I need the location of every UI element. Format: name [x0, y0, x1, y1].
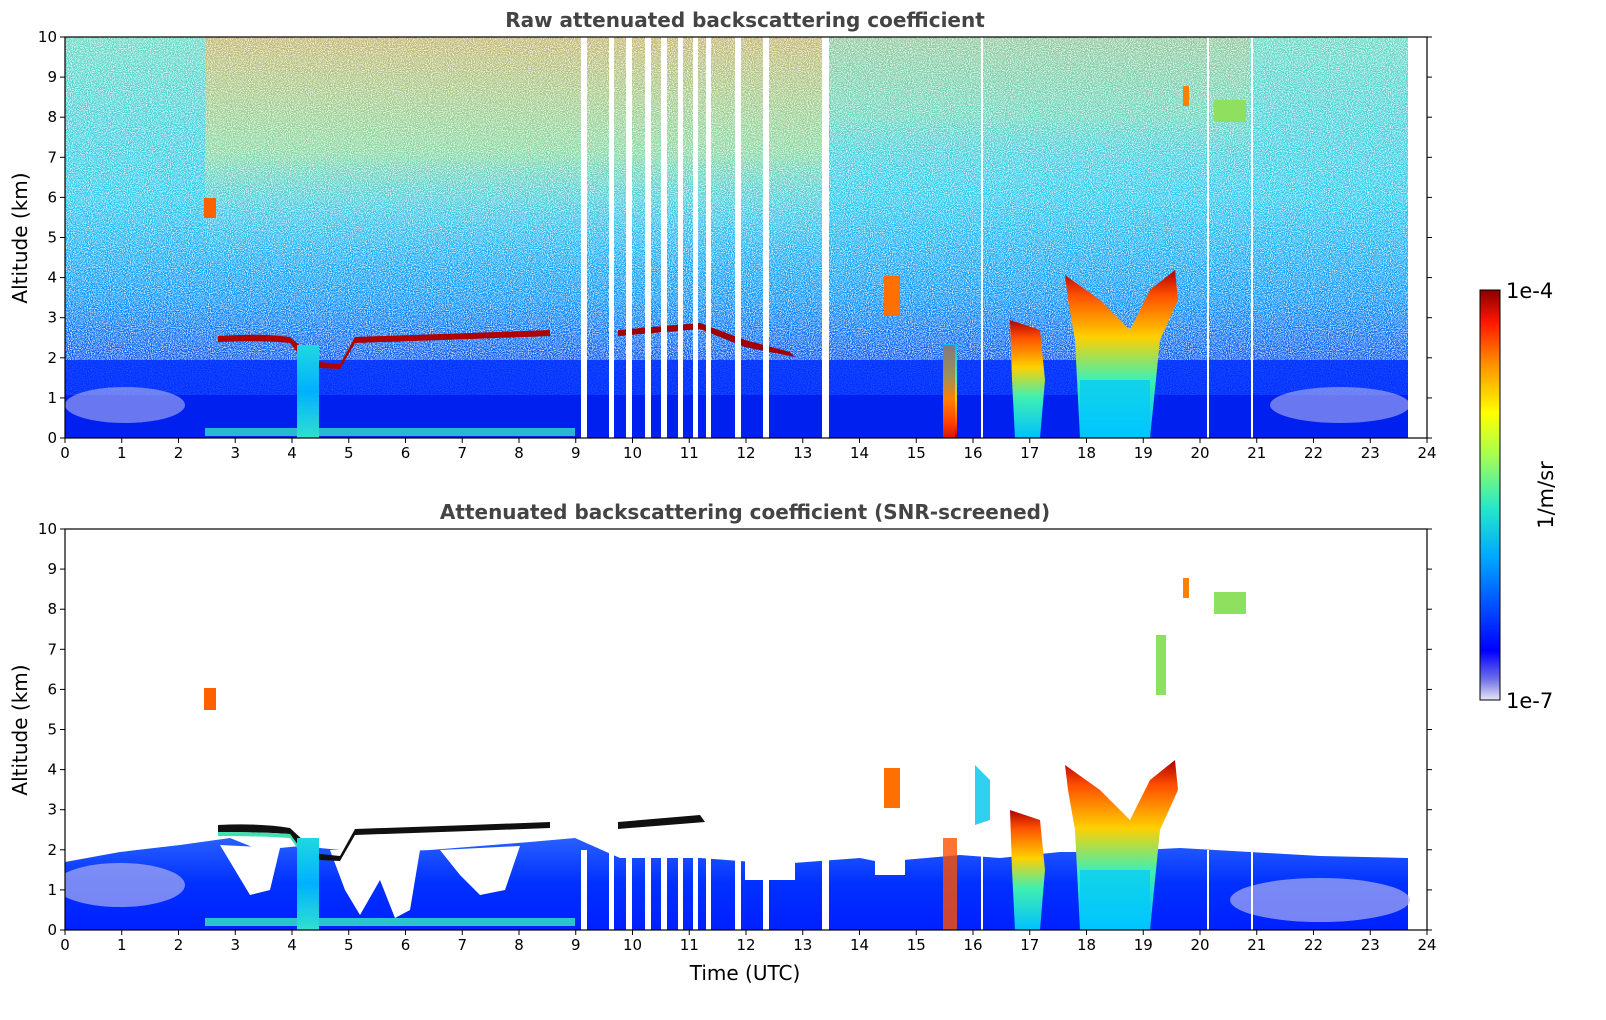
x-tick-label: 5	[344, 444, 354, 462]
x-tick-label: 17	[1020, 936, 1039, 954]
x-tick-label: 10	[623, 444, 642, 462]
bottom-panel: Attenuated backscattering coefficient (S…	[8, 500, 1437, 985]
x-tick-label: 12	[736, 444, 755, 462]
x-tick-label: 7	[457, 936, 467, 954]
x-tick-label: 8	[514, 444, 524, 462]
x-tick-label: 18	[1077, 936, 1096, 954]
x-tick-label: 21	[1247, 936, 1266, 954]
bottom-panel-title: Attenuated backscattering coefficient (S…	[440, 500, 1050, 524]
x-tick-label: 7	[457, 444, 467, 462]
x-tick-label: 16	[963, 444, 982, 462]
x-tick-label: 23	[1361, 936, 1380, 954]
y-tick-label: 2	[47, 349, 57, 367]
bottom-y-axis-label: Altitude (km)	[8, 664, 32, 795]
bottom-y-ticks: 0 1 2 3 4 5 6 7 8 9 10	[38, 520, 1432, 939]
y-tick-label: 9	[47, 68, 57, 86]
x-tick-label: 15	[907, 444, 926, 462]
x-tick-label: 20	[1190, 936, 1209, 954]
y-tick-label: 5	[47, 721, 57, 739]
top-y-axis-label: Altitude (km)	[8, 172, 32, 303]
x-tick-label: 13	[793, 936, 812, 954]
x-tick-label: 14	[850, 444, 869, 462]
x-tick-label: 1	[117, 444, 127, 462]
top-x-ticks: 0 1 2 3 4 5 6 7 8 9 10 11 12 13 14 15 16 17 18 19 20 21 22 23 24	[60, 438, 1437, 462]
y-tick-label: 1	[47, 881, 57, 899]
x-tick-label: 6	[401, 444, 411, 462]
y-tick-label: 3	[47, 309, 57, 327]
x-tick-label: 5	[344, 936, 354, 954]
x-tick-label: 2	[174, 444, 184, 462]
x-tick-label: 9	[571, 936, 581, 954]
colorbar-min-label: 1e-7	[1506, 689, 1553, 713]
y-tick-label: 0	[47, 921, 57, 939]
colorbar-gradient	[1479, 289, 1501, 701]
y-tick-label: 10	[38, 28, 57, 46]
x-tick-label: 3	[230, 936, 240, 954]
missing-data-gaps	[581, 37, 1253, 438]
top-panel-title: Raw attenuated backscattering coefficien…	[505, 8, 985, 32]
x-tick-label: 8	[514, 936, 524, 954]
x-tick-label: 11	[680, 444, 699, 462]
bottom-x-ticks: 0 1 2 3 4 5 6 7 8 9 10 11 12 13 14 15 16 17 18 19 20 21 22 23 24	[60, 930, 1437, 954]
top-panel: Raw attenuated backscattering coefficien…	[8, 8, 1437, 462]
y-tick-label: 10	[38, 520, 57, 538]
x-tick-label: 0	[60, 444, 70, 462]
colorbar-units-label: 1/m/sr	[1534, 461, 1558, 529]
bottom-x-axis-label: Time (UTC)	[689, 961, 801, 985]
x-tick-label: 24	[1417, 936, 1436, 954]
x-tick-label: 21	[1247, 444, 1266, 462]
x-tick-label: 23	[1361, 444, 1380, 462]
y-tick-label: 3	[47, 801, 57, 819]
x-tick-label: 0	[60, 936, 70, 954]
x-tick-label: 18	[1077, 444, 1096, 462]
bottom-missing-data-gaps	[581, 850, 1253, 930]
top-heatmap	[65, 37, 1427, 438]
x-tick-label: 9	[571, 444, 581, 462]
x-tick-label: 11	[680, 936, 699, 954]
y-tick-label: 9	[47, 560, 57, 578]
x-tick-label: 22	[1304, 444, 1323, 462]
y-tick-label: 6	[47, 188, 57, 206]
x-tick-label: 16	[963, 936, 982, 954]
y-tick-label: 2	[47, 841, 57, 859]
y-tick-label: 0	[47, 429, 57, 447]
x-tick-label: 10	[623, 936, 642, 954]
x-tick-label: 13	[793, 444, 812, 462]
y-tick-label: 4	[47, 761, 57, 779]
x-tick-label: 19	[1134, 444, 1153, 462]
x-tick-label: 22	[1304, 936, 1323, 954]
x-tick-label: 14	[850, 936, 869, 954]
top-y-ticks: 0 1 2 3 4 5 6 7 8 9 10	[38, 28, 1432, 447]
bottom-heatmap	[65, 529, 1427, 930]
y-tick-label: 6	[47, 680, 57, 698]
x-tick-label: 24	[1417, 444, 1436, 462]
y-tick-label: 1	[47, 389, 57, 407]
x-tick-label: 4	[287, 444, 297, 462]
y-tick-label: 8	[47, 108, 57, 126]
x-tick-label: 12	[736, 936, 755, 954]
colorbar: 1e-4 1e-7 1/m/sr	[1479, 279, 1558, 713]
colorbar-max-label: 1e-4	[1506, 279, 1553, 303]
x-tick-label: 15	[907, 936, 926, 954]
x-tick-label: 6	[401, 936, 411, 954]
x-tick-label: 1	[117, 936, 127, 954]
x-tick-label: 3	[230, 444, 240, 462]
x-tick-label: 4	[287, 936, 297, 954]
y-tick-label: 7	[47, 640, 57, 658]
y-tick-label: 5	[47, 229, 57, 247]
y-tick-label: 7	[47, 148, 57, 166]
x-tick-label: 19	[1134, 936, 1153, 954]
y-tick-label: 4	[47, 269, 57, 287]
x-tick-label: 17	[1020, 444, 1039, 462]
x-tick-label: 2	[174, 936, 184, 954]
y-tick-label: 8	[47, 600, 57, 618]
x-tick-label: 20	[1190, 444, 1209, 462]
